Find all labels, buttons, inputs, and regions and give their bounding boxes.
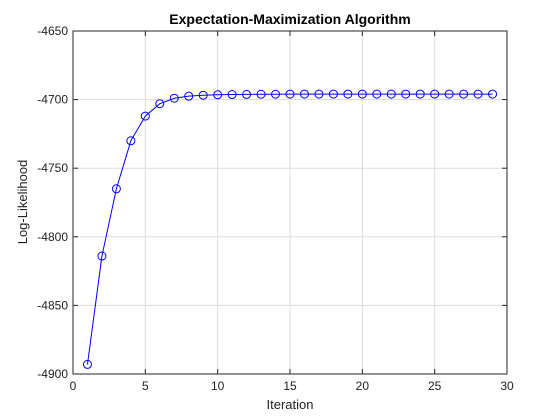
data-point-marker	[401, 89, 411, 99]
series-line	[86, 93, 493, 365]
data-point-marker	[111, 184, 121, 194]
data-point-marker	[343, 89, 353, 99]
data-point-marker	[430, 89, 440, 99]
data-point-marker	[184, 91, 194, 101]
data-point-marker	[242, 89, 252, 99]
data-point-marker	[459, 89, 469, 99]
data-point-marker	[299, 89, 309, 99]
data-point-marker	[198, 90, 208, 100]
data-point-marker	[386, 89, 396, 99]
data-point-marker	[227, 90, 237, 100]
data-point-marker	[444, 89, 454, 99]
data-point-marker	[169, 93, 179, 103]
data-point-marker	[415, 89, 425, 99]
y-tick-label: -4900	[37, 367, 68, 381]
ticks-layer: 0 5 10 15 20 25 30 -4900 -4850 -4800 -4750 -4700 -46…	[37, 24, 514, 393]
y-axis-label: Log-Likelihood	[15, 160, 30, 245]
x-tick-label: 0	[70, 379, 77, 393]
data-point-marker	[126, 136, 136, 146]
x-axis-label: Iteration	[267, 397, 314, 412]
y-tick-label: -4750	[37, 161, 68, 175]
data-point-marker	[213, 90, 223, 100]
y-tick-label: -4650	[37, 24, 68, 38]
x-tick-label: 10	[211, 379, 225, 393]
y-tick-label: -4700	[37, 93, 68, 107]
x-tick-label: 5	[142, 379, 149, 393]
data-point-marker	[271, 89, 281, 99]
y-tick-label: -4850	[37, 298, 68, 312]
x-tick-label: 20	[356, 379, 370, 393]
data-point-marker	[97, 251, 107, 261]
data-point-marker	[328, 89, 338, 99]
data-point-marker	[357, 89, 367, 99]
data-point-marker	[256, 89, 266, 99]
data-point-marker	[140, 111, 150, 121]
chart-title: Expectation-Maximization Algorithm	[169, 11, 410, 27]
series-layer	[82, 89, 498, 369]
data-point-marker	[82, 359, 92, 369]
data-point-marker	[473, 89, 483, 99]
x-tick-label: 30	[500, 379, 514, 393]
x-tick-label: 25	[428, 379, 442, 393]
data-point-marker	[155, 99, 165, 109]
data-point-marker	[314, 89, 324, 99]
data-point-marker	[488, 89, 498, 99]
data-point-marker	[372, 89, 382, 99]
x-tick-label: 15	[283, 379, 297, 393]
grid-lines	[73, 31, 507, 374]
data-point-marker	[285, 89, 295, 99]
y-tick-label: -4800	[37, 230, 68, 244]
